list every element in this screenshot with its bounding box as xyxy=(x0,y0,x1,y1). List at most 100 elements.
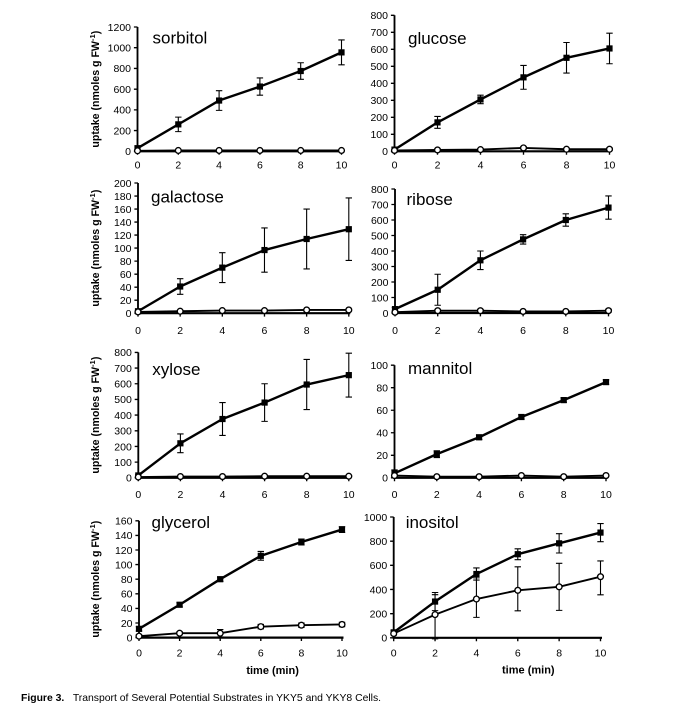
svg-text:40: 40 xyxy=(120,282,132,294)
svg-text:20: 20 xyxy=(120,295,132,307)
svg-text:80: 80 xyxy=(376,383,388,395)
svg-text:0: 0 xyxy=(136,647,142,659)
svg-text:40: 40 xyxy=(376,428,388,440)
svg-text:100: 100 xyxy=(115,559,133,571)
svg-text:0: 0 xyxy=(391,647,397,659)
svg-text:2: 2 xyxy=(177,647,183,659)
svg-text:0: 0 xyxy=(381,633,387,645)
svg-text:140: 140 xyxy=(114,217,132,229)
svg-text:4: 4 xyxy=(219,325,225,337)
svg-text:6: 6 xyxy=(518,489,524,501)
svg-text:300: 300 xyxy=(370,95,388,107)
svg-text:120: 120 xyxy=(115,545,133,557)
svg-text:0: 0 xyxy=(382,473,388,485)
svg-text:4: 4 xyxy=(216,159,222,171)
svg-text:0: 0 xyxy=(127,632,133,644)
svg-text:8: 8 xyxy=(561,489,567,501)
svg-text:uptake (nmoles g FW-1): uptake (nmoles g FW-1) xyxy=(88,521,102,638)
svg-text:uptake (nmoles g FW-1): uptake (nmoles g FW-1) xyxy=(88,357,102,474)
svg-text:200: 200 xyxy=(370,112,388,124)
svg-text:10: 10 xyxy=(336,159,348,171)
svg-text:galactose: galactose xyxy=(151,187,224,206)
svg-text:0: 0 xyxy=(126,308,132,320)
svg-text:60: 60 xyxy=(120,269,132,281)
svg-text:10: 10 xyxy=(343,325,355,337)
svg-text:200: 200 xyxy=(114,178,132,190)
svg-text:0: 0 xyxy=(135,325,141,337)
svg-text:200: 200 xyxy=(114,441,132,453)
svg-text:700: 700 xyxy=(371,199,389,211)
svg-text:uptake (nmoles g FW-1): uptake (nmoles g FW-1) xyxy=(88,31,102,148)
svg-text:120: 120 xyxy=(114,230,132,242)
svg-text:80: 80 xyxy=(121,574,133,586)
svg-text:600: 600 xyxy=(370,560,388,572)
svg-text:600: 600 xyxy=(114,379,132,391)
svg-text:180: 180 xyxy=(114,191,132,203)
svg-text:0: 0 xyxy=(126,473,132,485)
svg-text:4: 4 xyxy=(477,325,483,337)
svg-text:4: 4 xyxy=(478,159,484,171)
svg-text:0: 0 xyxy=(392,325,398,337)
svg-text:4: 4 xyxy=(473,647,479,659)
svg-text:600: 600 xyxy=(113,84,131,96)
svg-text:glucose: glucose xyxy=(408,29,467,48)
svg-text:8: 8 xyxy=(563,325,569,337)
svg-text:2: 2 xyxy=(175,159,181,171)
svg-text:inositol: inositol xyxy=(406,513,459,532)
svg-text:80: 80 xyxy=(120,256,132,268)
svg-text:400: 400 xyxy=(371,246,389,258)
svg-text:4: 4 xyxy=(476,489,482,501)
svg-text:0: 0 xyxy=(392,489,398,501)
svg-text:4: 4 xyxy=(220,489,226,501)
svg-text:ribose: ribose xyxy=(407,190,453,209)
svg-text:10: 10 xyxy=(336,647,348,659)
svg-text:40: 40 xyxy=(121,603,133,615)
svg-text:8: 8 xyxy=(298,159,304,171)
svg-text:20: 20 xyxy=(121,618,133,630)
svg-text:2: 2 xyxy=(435,325,441,337)
svg-text:400: 400 xyxy=(370,584,388,596)
svg-text:200: 200 xyxy=(113,125,131,137)
svg-text:8: 8 xyxy=(298,647,304,659)
svg-text:2: 2 xyxy=(434,489,440,501)
svg-text:60: 60 xyxy=(376,405,388,417)
svg-text:10: 10 xyxy=(604,159,616,171)
svg-text:0: 0 xyxy=(382,146,388,158)
svg-text:60: 60 xyxy=(121,589,133,601)
svg-text:2: 2 xyxy=(432,647,438,659)
svg-text:1000: 1000 xyxy=(364,512,388,524)
svg-text:6: 6 xyxy=(257,159,263,171)
svg-text:160: 160 xyxy=(114,204,132,216)
svg-text:500: 500 xyxy=(371,230,389,242)
svg-text:400: 400 xyxy=(113,105,131,117)
svg-text:8: 8 xyxy=(556,647,562,659)
svg-text:400: 400 xyxy=(114,410,132,422)
svg-text:6: 6 xyxy=(262,489,268,501)
svg-text:6: 6 xyxy=(520,325,526,337)
svg-text:10: 10 xyxy=(603,325,615,337)
svg-text:6: 6 xyxy=(521,159,527,171)
svg-text:200: 200 xyxy=(371,277,389,289)
svg-text:0: 0 xyxy=(135,159,141,171)
svg-text:time (min): time (min) xyxy=(502,665,555,677)
svg-text:160: 160 xyxy=(115,516,133,528)
svg-text:20: 20 xyxy=(376,450,388,462)
svg-text:2: 2 xyxy=(177,489,183,501)
svg-text:700: 700 xyxy=(370,27,388,39)
svg-text:500: 500 xyxy=(370,61,388,73)
svg-text:300: 300 xyxy=(371,261,389,273)
svg-text:sorbitol: sorbitol xyxy=(153,29,208,48)
svg-text:100: 100 xyxy=(370,129,388,141)
svg-text:6: 6 xyxy=(258,647,264,659)
svg-text:300: 300 xyxy=(114,426,132,438)
svg-text:0: 0 xyxy=(135,489,141,501)
svg-text:100: 100 xyxy=(114,457,132,469)
svg-text:100: 100 xyxy=(370,360,388,372)
svg-text:6: 6 xyxy=(262,325,268,337)
svg-text:xylose: xylose xyxy=(152,360,200,379)
svg-text:8: 8 xyxy=(304,325,310,337)
svg-text:1200: 1200 xyxy=(108,22,132,34)
svg-text:140: 140 xyxy=(115,530,133,542)
svg-text:800: 800 xyxy=(370,10,388,22)
svg-text:10: 10 xyxy=(600,489,612,501)
